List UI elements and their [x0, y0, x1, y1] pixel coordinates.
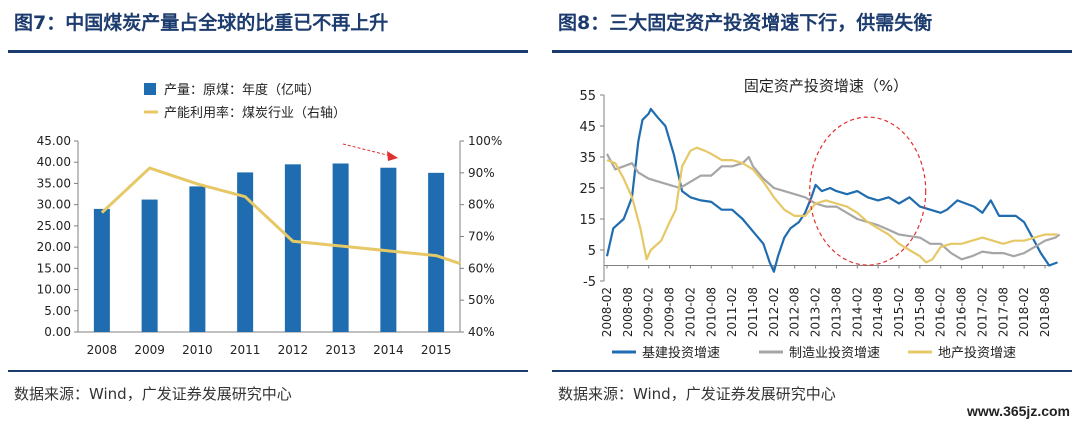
x-tick-label: 2011-02: [725, 287, 739, 337]
source-rule: [8, 370, 528, 372]
bar-2012: [284, 164, 301, 332]
source-rule: [552, 370, 1072, 372]
bar-2008: [93, 208, 110, 332]
figure-8-panel: 图8：三大固定资产投资增速下行，供需失衡 固定资产投资增速（%） -5 5 15 25 3…: [552, 0, 1080, 425]
x-tick-label: 2012-08: [788, 287, 802, 337]
x-tick-label: 2008-08: [621, 287, 635, 337]
manufacturing-line: [606, 153, 1061, 261]
x-tick-label: 2018-02: [1017, 287, 1031, 337]
x-tick-label: 2015-02: [892, 287, 906, 337]
y-tick-label: -5: [583, 275, 596, 290]
left-tick-label: 40.00: [37, 155, 71, 169]
title-rule: [552, 50, 1072, 53]
x-tick-label: 2009: [134, 343, 165, 357]
x-tick-label: 2018-08: [1038, 287, 1052, 337]
annotation-arrow-line: [342, 143, 392, 157]
figure-7-title: 图7：中国煤炭产量占全球的比重已不再上升: [14, 12, 389, 34]
right-tick-label: 60%: [468, 261, 495, 275]
right-tick-label: 70%: [468, 230, 495, 244]
infrastructure-line: [605, 107, 1058, 273]
x-tick-label: 2011: [230, 343, 261, 357]
coal-output-chart: 0.00 5.00 10.00 15.00 20.00 25.00 30.00 35.00 40…: [37, 82, 503, 357]
x-tick-label: 2016-02: [934, 287, 948, 337]
left-tick-label: 45.00: [37, 134, 71, 148]
annotation-ellipse: [809, 116, 927, 266]
watermark: www.365jz.com: [967, 403, 1070, 419]
x-tick-label: 2009-08: [663, 287, 677, 337]
utilisation-line: [100, 166, 461, 265]
y-tick-label: 35: [579, 151, 596, 166]
left-tick-label: 35.00: [37, 176, 71, 190]
bar-2015: [428, 172, 445, 332]
legend-label-utilisation: 产能利用率：煤炭行业（右轴）: [164, 105, 346, 121]
x-tick-label: 2010-08: [704, 287, 718, 337]
fixed-asset-investment-chart: 固定资产投资增速（%） -5 5 15 25 35 45 55 2008-02 2008-08 20…: [579, 77, 1061, 361]
x-tick-label: 2015: [421, 343, 452, 357]
bar-2011: [237, 172, 254, 332]
x-tick-label: 2012: [278, 343, 309, 357]
x-tick-label: 2016-08: [955, 287, 969, 337]
bar-2010: [189, 186, 206, 332]
left-tick-label: 5.00: [44, 304, 71, 318]
x-tick-label: 2015-08: [913, 287, 927, 337]
left-tick-label: 0.00: [44, 325, 71, 339]
right-tick-label: 50%: [468, 293, 495, 307]
x-tick-label: 2008: [87, 343, 118, 357]
legend-label-output: 产量：原煤：年度（亿吨）: [164, 82, 320, 98]
right-tick-label: 90%: [468, 166, 495, 180]
legend-swatch-output: [144, 83, 156, 95]
right-tick-label: 100%: [468, 134, 502, 148]
left-tick-label: 10.00: [37, 283, 71, 297]
x-tick-label: 2014-02: [850, 287, 864, 337]
x-tick-label: 2017-08: [996, 287, 1010, 337]
right-tick-label: 80%: [468, 198, 495, 212]
y-tick-label: 55: [579, 89, 596, 104]
x-tick-label: 2013-08: [829, 287, 843, 337]
bar-2009: [141, 199, 158, 332]
x-tick-label: 2011-08: [746, 287, 760, 337]
left-tick-label: 20.00: [37, 240, 71, 254]
right-tick-label: 40%: [468, 325, 495, 339]
x-tick-label: 2008-02: [600, 287, 614, 337]
x-tick-label: 2017-02: [975, 287, 989, 337]
left-tick-label: 15.00: [37, 261, 71, 275]
x-tick-label: 2012-02: [767, 287, 781, 337]
x-tick-label: 2010-02: [683, 287, 697, 337]
legend-label-manufacturing-line: 制造业投资增速: [789, 345, 880, 361]
figure-8-title: 图8：三大固定资产投资增速下行，供需失衡: [558, 12, 933, 34]
y-tick-label: 15: [579, 213, 596, 228]
legend-label-real-estate-line: 地产投资增速: [938, 345, 1016, 361]
y-tick-label: 45: [579, 120, 596, 135]
chart-title: 固定资产投资增速（%）: [744, 77, 908, 95]
x-tick-label: 2009-02: [642, 287, 656, 337]
figure-7-panel: 图7：中国煤炭产量占全球的比重已不再上升 0.00 5.00 10.00 15.00 2…: [8, 0, 538, 425]
figure-7-source: 数据来源：Wind，广发证券发展研究中心: [14, 385, 292, 403]
figure-8-source: 数据来源：Wind，广发证券发展研究中心: [558, 385, 836, 403]
x-tick-label: 2010: [182, 343, 213, 357]
left-tick-label: 25.00: [37, 219, 71, 233]
annotation-arrow-head: [387, 151, 398, 161]
y-tick-label: 25: [579, 182, 596, 197]
title-rule: [8, 50, 528, 53]
legend-label-infrastructure-line: 基建投资增速: [642, 345, 720, 361]
x-tick-label: 2014: [373, 343, 404, 357]
left-tick-label: 30.00: [37, 198, 71, 212]
y-tick-label: 5: [588, 244, 596, 259]
real-estate-line: [606, 146, 1058, 264]
x-tick-label: 2014-08: [871, 287, 885, 337]
x-tick-label: 2013-02: [809, 287, 823, 337]
bar-2013: [332, 163, 349, 332]
x-tick-label: 2013: [325, 343, 356, 357]
